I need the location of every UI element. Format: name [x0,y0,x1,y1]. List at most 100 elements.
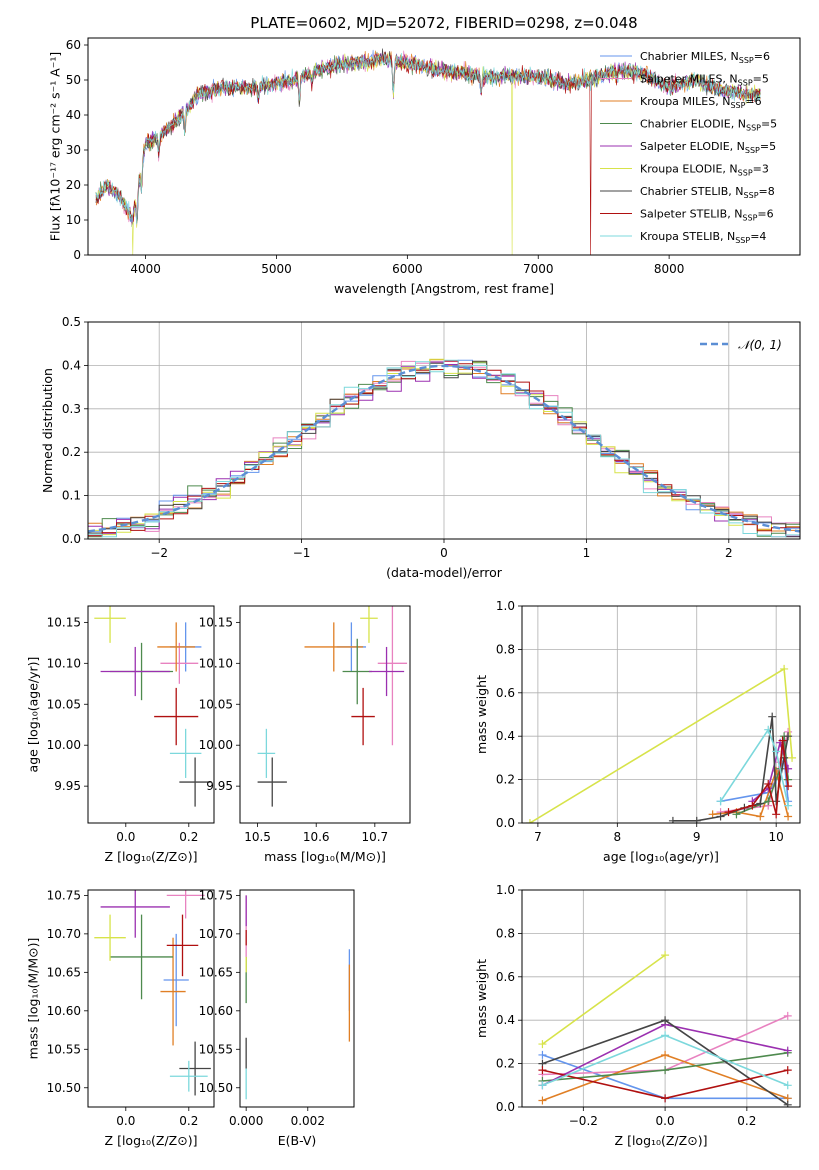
age-vs-Z-panel: 0.0 0.2 9.95 10.00 10.05 10.10 10.15 Z [log₁₀(Z… [26,605,215,864]
mass-vs-Z-xlabel: Z [log₁₀(Z/Z⊙)] [105,1133,198,1148]
series-marker [768,712,777,721]
series-marker [525,819,534,823]
x-tick-label: 10.7 [361,830,388,844]
x-tick-label: 10.6 [303,830,330,844]
series-marker [661,1066,670,1075]
series-marker [784,812,793,821]
series-marker [772,747,781,756]
mass-weight-vs-Z-ylabel: mass weight [474,959,489,1038]
y-tick-label: 10.55 [47,1042,81,1056]
x-tick-label: 9 [693,830,701,844]
y-tick-label: 0.0 [496,816,515,830]
y-tick-label: 1.0 [496,883,515,897]
y-tick-label: 10.10 [199,656,233,670]
series-marker [784,801,793,810]
y-tick-label: 10.65 [47,965,81,979]
y-tick-label: 10.00 [47,738,81,752]
errorbar-point-2 [160,642,199,684]
mass-weight-vs-age-ylabel: mass weight [474,675,489,754]
series-marker [661,1016,670,1025]
mass-weight-vs-Z-plot-area [538,951,792,1107]
series-marker [724,808,733,817]
y-tick-label: 9.95 [54,779,81,793]
legend-sub: SSP [738,169,753,178]
legend-nssp: =8 [759,185,775,198]
series-marker [780,664,789,673]
series-marker [784,782,793,791]
legend-nssp: =5 [761,118,777,131]
errorbar-point-8 [154,687,199,746]
y-tick-label: 9.95 [206,779,233,793]
residuals-plot-area [88,358,800,538]
series-marker [783,1046,792,1055]
y-tick-label: 10.05 [47,697,81,711]
age-vs-mass-plot-area [257,606,408,807]
x-tick-label: 0.000 [229,1114,263,1128]
errorbar-point-4 [110,914,174,1000]
legend-sub: SSP [744,191,759,200]
residuals-xlabel: (data-model)/error [386,565,503,580]
y-tick-label: 10.50 [47,1081,81,1095]
mass-weight-series-6 [525,664,797,823]
legend-sub: SSP [735,236,750,245]
y-tick-label: 10.65 [199,965,233,979]
errorbar-point-7 [179,1041,211,1096]
axes-frame [87,605,215,824]
series-line [728,740,789,815]
series-marker [538,1040,547,1049]
legend-nssp: =6 [745,95,761,108]
axes-frame [521,605,801,824]
mass-weight-vs-age-xlabel: age [log₁₀(age/yr)] [603,849,719,864]
mass-weight-series-6 [538,951,670,1049]
series-marker [784,732,793,741]
errorbar-point-6 [94,606,126,643]
y-tick-label: 0.4 [496,1013,515,1027]
axes-frame [87,321,801,540]
series-line [719,727,789,806]
errorbar-point-9 [169,728,202,778]
series-marker [764,797,773,806]
legend-nssp: =5 [760,140,776,153]
legend-nssp: =5 [753,73,769,86]
y-tick-label: 0.6 [496,970,515,984]
legend-entry: Salpeter MILES, NSSP=5 [640,73,769,88]
series-marker [783,1011,792,1020]
y-tick-label: 0.5 [62,315,81,329]
mass-weight-vs-Z-panel: −0.2 0.0 0.2 0.0 0.2 0.4 0.6 0.8 1.0 Z [log₁₀(Z/Z… [474,883,801,1148]
legend-entry: Salpeter ELODIE, NSSP=5 [640,140,776,155]
age-vs-Z-xlabel: Z [log₁₀(Z/Z⊙)] [105,849,198,864]
errorbar-point-9 [169,1060,208,1092]
y-tick-label: 10.75 [199,888,233,902]
y-tick-label: 0.1 [62,489,81,503]
y-tick-label: 10.70 [47,927,81,941]
errorbar-point-2 [377,606,408,746]
mass-vs-ebv-panel: 0.000 0.002 10.50 10.55 10.60 10.65 10.70 10.75… [199,888,355,1148]
errorbar-point-2 [166,890,205,919]
y-tick-label: 0 [73,248,81,262]
legend-sub: SSP [739,56,754,65]
y-tick-label: 0.3 [62,402,81,416]
mass-weight-series-9 [538,1031,792,1090]
y-tick-label: 10.70 [199,927,233,941]
mass-weight-series-7 [538,1016,792,1107]
errorbar-point-6 [360,606,378,643]
series-marker [538,1050,547,1059]
x-tick-label: 0.002 [291,1114,325,1128]
errorbar-point-4 [342,638,372,705]
x-tick-label: 0 [440,546,448,560]
series-marker [764,725,773,734]
axes-frame [239,605,411,824]
legend-entry: Chabrier MILES, NSSP=6 [640,50,770,65]
mass-weight-vs-age-panel: 7 8 9 10 0.0 0.2 0.4 0.6 0.8 1.0 age [log₁₀(age/yr… [474,599,801,864]
mass-vs-Z-ylabel: mass [log₁₀(M/M⊙)] [26,938,41,1060]
spectrum-series-9 [95,52,761,225]
x-tick-label: 0.2 [737,1114,756,1128]
series-marker [661,1094,670,1103]
x-tick-label: −2 [150,546,168,560]
y-tick-label: 40 [66,108,81,122]
spectrum-series-8 [95,51,761,255]
y-tick-label: 30 [66,143,81,157]
series-marker [668,816,677,823]
age-vs-mass-panel: 10.5 10.6 10.7 9.95 10.00 10.05 10.10 10.15 mass… [199,605,411,864]
y-tick-label: 0.8 [496,642,515,656]
